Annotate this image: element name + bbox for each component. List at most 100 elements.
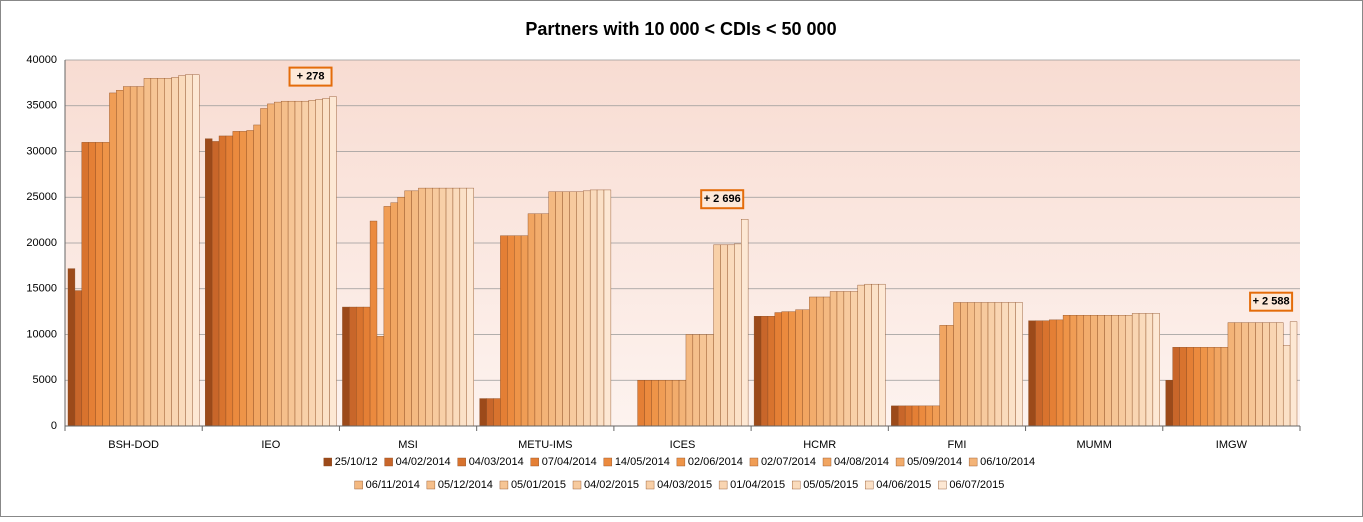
y-tick-label: 0: [51, 420, 57, 432]
x-tick-label: HCMR: [803, 439, 836, 451]
bar: [1255, 322, 1263, 427]
legend-item: 05/12/2014: [426, 479, 493, 491]
bar: [843, 291, 852, 427]
bar: [411, 190, 419, 427]
bar: [1125, 315, 1133, 427]
legend-swatch: [895, 457, 905, 467]
bar: [527, 213, 536, 427]
bar: [706, 334, 714, 427]
bar: [1289, 321, 1298, 427]
legend-swatch: [822, 457, 832, 467]
annotation-text: + 2 696: [704, 193, 741, 205]
bar: [157, 78, 165, 427]
bar: [1207, 347, 1215, 427]
bar: [734, 243, 742, 427]
bar: [918, 405, 927, 427]
bar: [1055, 319, 1064, 427]
bar: [486, 398, 494, 427]
legend-label: 04/03/2015: [657, 479, 712, 491]
bar: [1234, 322, 1242, 427]
bar: [232, 131, 240, 427]
bar: [932, 405, 940, 427]
bar: [576, 191, 584, 427]
bar: [891, 405, 899, 427]
legend-swatch: [499, 480, 509, 490]
y-tick-label: 40000: [26, 54, 57, 66]
bar: [904, 405, 913, 427]
bar: [116, 89, 124, 427]
bar: [1138, 313, 1147, 427]
legend-label: 06/07/2015: [949, 479, 1004, 491]
bar: [1001, 302, 1009, 427]
bar: [1262, 322, 1270, 427]
bar: [404, 190, 412, 427]
bar: [425, 187, 433, 427]
bar: [1008, 302, 1016, 427]
bar: [123, 86, 131, 427]
bar: [1172, 347, 1180, 427]
bar: [987, 302, 996, 427]
bar: [1269, 322, 1277, 427]
legend-swatch: [603, 457, 613, 467]
bar: [192, 74, 200, 427]
bar: [555, 191, 563, 427]
annotation: + 2 696: [700, 189, 745, 210]
bar: [637, 380, 645, 427]
bar: [205, 138, 213, 427]
legend-item: 04/03/2015: [645, 479, 712, 491]
bar: [225, 135, 234, 427]
bar: [1062, 315, 1071, 427]
bar: [994, 302, 1003, 427]
legend-swatch: [426, 480, 436, 490]
legend-label: 05/01/2015: [511, 479, 566, 491]
bar: [1179, 347, 1187, 427]
bar: [1042, 320, 1050, 427]
bar: [1152, 313, 1160, 427]
bar: [1111, 315, 1119, 427]
bar: [651, 380, 659, 427]
bar: [1186, 347, 1194, 427]
legend-label: 05/05/2015: [803, 479, 858, 491]
annotation-text: + 2 588: [1253, 296, 1290, 308]
bar: [136, 86, 145, 427]
legend-item: 05/01/2015: [499, 479, 566, 491]
legend-swatch: [749, 457, 759, 467]
x-tick-label: MUMM: [1076, 439, 1111, 451]
bar: [418, 187, 426, 427]
bar: [185, 74, 193, 427]
bar: [239, 131, 247, 427]
bar: [589, 189, 598, 427]
bar: [953, 302, 961, 427]
bar: [95, 142, 103, 427]
bar: [939, 325, 947, 427]
bar: [741, 219, 749, 427]
bar: [1241, 322, 1249, 427]
bar: [541, 213, 549, 427]
legend-label: 02/07/2014: [761, 456, 816, 468]
legend-swatch: [384, 457, 393, 467]
bar: [315, 99, 323, 427]
bar: [1015, 302, 1023, 427]
x-tick-label: BSH-DOD: [108, 439, 159, 451]
y-tick-label: 30000: [26, 145, 57, 157]
legend-label: 05/12/2014: [438, 479, 493, 491]
bar: [376, 336, 385, 427]
bar: [1049, 319, 1057, 427]
bar: [246, 130, 254, 427]
bar: [548, 191, 556, 427]
bar: [342, 306, 350, 427]
bar: [466, 187, 474, 427]
bar: [857, 284, 865, 427]
y-tick-label: 20000: [26, 237, 57, 249]
bar: [788, 311, 796, 427]
bar: [692, 334, 700, 427]
bar: [301, 100, 310, 427]
bar: [911, 405, 920, 427]
bar: [781, 311, 789, 427]
bar: [967, 302, 975, 427]
bar: [164, 78, 172, 427]
legend-label: 04/06/2015: [876, 479, 931, 491]
bar: [974, 302, 982, 427]
bar: [1227, 322, 1236, 427]
